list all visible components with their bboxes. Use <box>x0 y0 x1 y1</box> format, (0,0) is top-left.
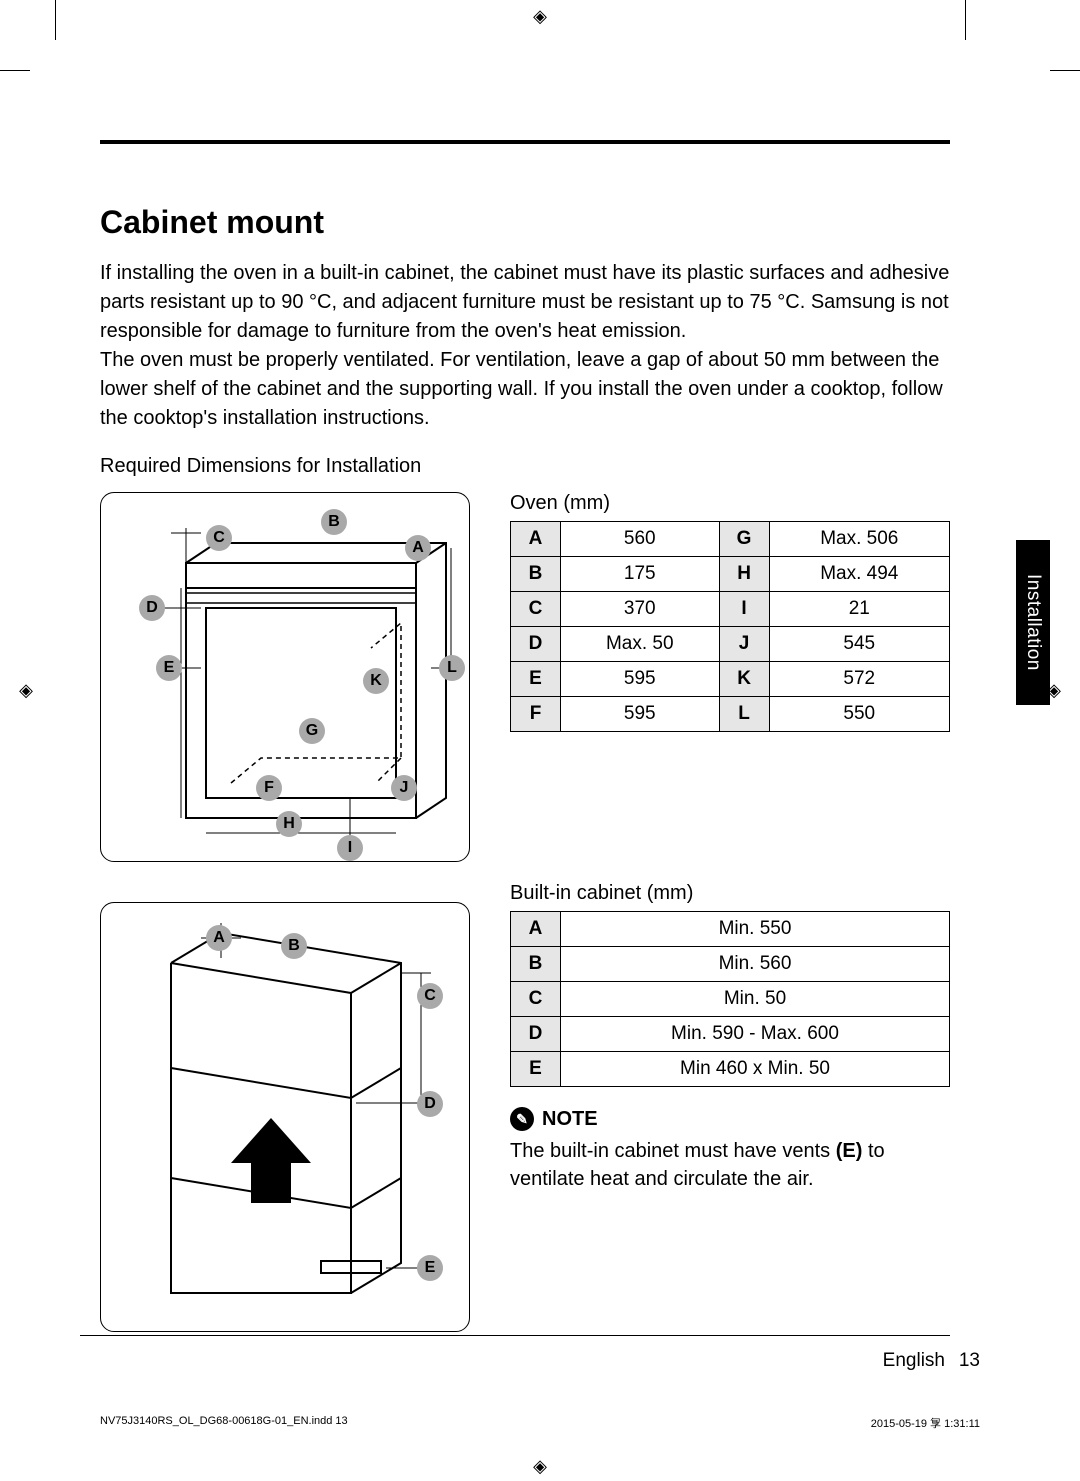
crop-mark <box>1050 70 1080 71</box>
diagram-label: F <box>256 775 282 801</box>
footer-page-number: 13 <box>959 1350 980 1372</box>
footer-language: English <box>883 1350 945 1372</box>
diagram-label: D <box>139 595 165 621</box>
note-bold: (E) <box>836 1140 863 1162</box>
dim-key: C <box>511 982 561 1017</box>
dim-value: 572 <box>769 662 949 697</box>
diagram-label: I <box>337 835 363 861</box>
table-row: BMin. 560 <box>511 947 950 982</box>
indd-filename: NV75J3140RS_OL_DG68-00618G-01_EN.indd 13 <box>100 1415 348 1427</box>
footer-tick <box>80 1335 100 1336</box>
oven-table-block: Oven (mm) A560GMax. 506B175HMax. 494C370… <box>510 492 950 732</box>
dim-key: L <box>719 697 769 732</box>
dim-value: Max. 50 <box>561 627 720 662</box>
dim-key: E <box>511 662 561 697</box>
table-row: F595L550 <box>511 697 950 732</box>
dim-key: C <box>511 592 561 627</box>
intro-paragraph: If installing the oven in a built-in cab… <box>100 259 950 433</box>
diagram-label: K <box>363 668 389 694</box>
dim-key: E <box>511 1052 561 1087</box>
cabinet-svg <box>101 903 471 1333</box>
dim-value: 370 <box>561 592 720 627</box>
note-text-before: The built-in cabinet must have vents <box>510 1140 836 1162</box>
note-text: The built-in cabinet must have vents (E)… <box>510 1137 950 1193</box>
dim-key: J <box>719 627 769 662</box>
footer-rule <box>100 1335 950 1336</box>
tables-column: Oven (mm) A560GMax. 506B175HMax. 494C370… <box>510 492 950 1372</box>
table-row: E595K572 <box>511 662 950 697</box>
cabinet-table-caption: Built-in cabinet (mm) <box>510 882 950 905</box>
dim-value: 560 <box>561 522 720 557</box>
dim-value: 595 <box>561 697 720 732</box>
dim-value: 550 <box>769 697 949 732</box>
diagram-label: A <box>206 925 232 951</box>
dim-key: H <box>719 557 769 592</box>
note-icon: ✎ <box>510 1107 534 1131</box>
sub-heading: Required Dimensions for Installation <box>100 455 950 478</box>
cabinet-dimensions-table: AMin. 550BMin. 560CMin. 50DMin. 590 - Ma… <box>510 911 950 1087</box>
crop-mark <box>0 70 30 71</box>
dim-value: Min. 560 <box>561 947 950 982</box>
dim-key: I <box>719 592 769 627</box>
dim-key: B <box>511 947 561 982</box>
dim-key: G <box>719 522 769 557</box>
dim-value: 21 <box>769 592 949 627</box>
indd-timestamp: 2015-05-19 㝁 1:31:11 <box>871 1415 980 1431</box>
dim-value: Min. 590 - Max. 600 <box>561 1017 950 1052</box>
crop-mark <box>55 0 56 40</box>
oven-table-caption: Oven (mm) <box>510 492 950 515</box>
registration-mark-icon: ◈ <box>530 1456 550 1476</box>
diagram-label: G <box>299 718 325 744</box>
dim-key: F <box>511 697 561 732</box>
section-title: Cabinet mount <box>100 204 950 241</box>
dim-value: Max. 506 <box>769 522 949 557</box>
table-row: B175HMax. 494 <box>511 557 950 592</box>
diagram-label: C <box>206 525 232 551</box>
diagram-label: J <box>391 775 417 801</box>
dim-value: Min. 50 <box>561 982 950 1017</box>
table-row: AMin. 550 <box>511 912 950 947</box>
cabinet-table-block: Built-in cabinet (mm) AMin. 550BMin. 560… <box>510 882 950 1087</box>
diagram-label: E <box>156 655 182 681</box>
diagram-label: C <box>417 983 443 1009</box>
table-row: DMin. 590 - Max. 600 <box>511 1017 950 1052</box>
table-row: CMin. 50 <box>511 982 950 1017</box>
diagram-label: H <box>276 811 302 837</box>
oven-diagram: A B C D E F G H I J K L <box>100 492 470 862</box>
diagram-label: A <box>405 535 431 561</box>
oven-dimensions-table: A560GMax. 506B175HMax. 494C370I21DMax. 5… <box>510 521 950 732</box>
registration-mark-icon: ◈ <box>16 680 36 700</box>
diagram-label: D <box>417 1091 443 1117</box>
dim-key: A <box>511 522 561 557</box>
cabinet-diagram: A B C D E <box>100 902 470 1332</box>
crop-mark <box>965 0 966 40</box>
table-row: DMax. 50J545 <box>511 627 950 662</box>
section-tab: Installation <box>1016 540 1050 705</box>
dim-key: B <box>511 557 561 592</box>
dim-value: Min 460 x Min. 50 <box>561 1052 950 1087</box>
note-label: NOTE <box>542 1108 598 1131</box>
page-content: Cabinet mount If installing the oven in … <box>100 140 950 1372</box>
section-rule <box>100 140 950 144</box>
diagram-label: B <box>321 509 347 535</box>
table-row: C370I21 <box>511 592 950 627</box>
registration-mark-icon: ◈ <box>530 6 550 26</box>
dim-key: D <box>511 627 561 662</box>
dim-key: K <box>719 662 769 697</box>
dim-value: 595 <box>561 662 720 697</box>
diagram-column: A B C D E F G H I J K L <box>100 492 470 1372</box>
note-heading: ✎ NOTE <box>510 1107 950 1131</box>
diagram-label: E <box>417 1255 443 1281</box>
two-column-layout: A B C D E F G H I J K L <box>100 492 950 1372</box>
dim-value: 175 <box>561 557 720 592</box>
table-row: A560GMax. 506 <box>511 522 950 557</box>
table-row: EMin 460 x Min. 50 <box>511 1052 950 1087</box>
dim-key: D <box>511 1017 561 1052</box>
dim-key: A <box>511 912 561 947</box>
diagram-label: L <box>439 655 465 681</box>
dim-value: Min. 550 <box>561 912 950 947</box>
dim-value: 545 <box>769 627 949 662</box>
diagram-label: B <box>281 933 307 959</box>
dim-value: Max. 494 <box>769 557 949 592</box>
